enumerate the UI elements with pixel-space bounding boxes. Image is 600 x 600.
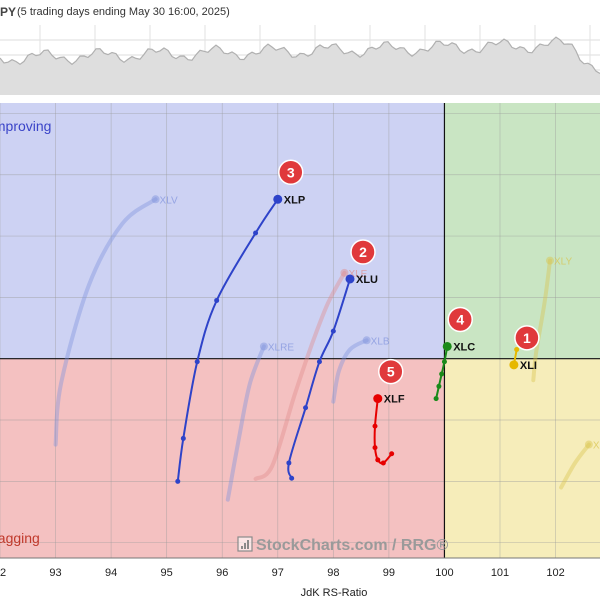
watermark-logo-bar [247,540,249,549]
point-xlu [330,328,336,334]
label-xlre: XLRE [268,342,294,353]
label-xly: XLY [554,257,572,268]
point-xlp [194,359,200,365]
tail-xle [253,270,347,481]
benchmark-line [0,36,600,75]
label-xlv: XLV [160,195,178,206]
x-tick-label: 97 [272,567,284,579]
x-axis-title: JdK RS-Ratio [301,587,368,599]
point-xlu [316,359,322,365]
point-xlf [372,423,378,429]
tail-xlb [331,338,369,404]
head-xle [340,268,349,277]
head-xlu [345,274,355,284]
point-xlc [433,396,439,402]
x-tick-label: 96 [216,567,228,579]
x-tick-label: 95 [161,567,173,579]
label-xlc: XLC [453,341,475,353]
head-xlc [442,341,452,351]
chart-header: PY (5 trading days ending May 30 16:00, … [0,0,600,24]
label-xlb: XLB [371,336,390,347]
head-xly [546,256,554,265]
head-xlv [151,195,160,204]
point-xlc [436,383,442,389]
label-xlf: XLF [384,394,405,406]
watermark-text: StockCharts.com / RRG® [256,537,448,554]
head-xlk [584,440,593,449]
point-xlu [286,460,292,466]
badge-xlf [378,358,404,385]
benchmark-area [0,37,600,95]
head-xlp [273,194,283,204]
chart-subtitle: (5 trading days ending May 30 16:00, 202… [17,6,230,18]
label-xlu: XLU [356,274,378,286]
point-xlf [372,445,378,451]
tail-xlk [559,442,591,490]
tail-xlv [53,197,158,447]
point-xlp [214,297,220,303]
point-xlu [303,405,309,411]
x-tick-label: 100 [435,567,453,579]
point-xlc [439,371,445,377]
badge-xlp [278,159,304,186]
badge-number-xlp: 3 [287,164,295,180]
x-tick-label: 92 [0,567,6,579]
point-xli [514,347,520,353]
tail-xlu [287,278,351,480]
badge-number-xlu: 2 [359,244,367,260]
quadrant-label-improving: Improving [0,118,51,134]
point-xlc [441,359,447,365]
point-xlp [253,230,259,236]
highlighted-tails: XLP 3 XLU 2 XLF 5 XLC 4 XLI 1 [175,159,540,484]
badge-number-xlc: 4 [456,311,464,327]
head-xlre [259,342,268,351]
benchmark-panel [0,25,600,95]
watermark: StockCharts.com / RRG® [237,536,448,554]
x-tick-label: 102 [546,567,564,579]
axis-layer: 92 93 94 95 96 97 98 99 100 101 102 JdK RS-Ratio Imp… [0,118,600,599]
x-tick-label: 99 [383,567,395,579]
point-xlp [175,478,181,484]
quadrant-label-lagging: Lagging [0,530,40,546]
badge-xlc [447,306,473,333]
point-xlf [380,460,386,466]
point-xlp [180,435,186,441]
watermark-logo-bar [244,543,246,549]
chart-grid [0,103,600,558]
benchmark-symbol: PY [0,5,17,19]
label-xli: XLI [520,360,537,372]
watermark-logo-bar [241,546,243,549]
label-xlp: XLP [284,194,305,206]
faded-tails: XLV XLRE XLB XLE XLY XLK [53,195,600,502]
head-xlb [362,336,371,345]
tail-xly [531,258,552,383]
point-xlf [375,457,381,463]
badge-number-xli: 1 [523,330,531,346]
label-xle: XLE [348,269,367,280]
head-xli [509,360,519,370]
quadrant-weakening [444,358,600,558]
x-tick-label: 93 [49,567,61,579]
x-tick-label: 98 [327,567,339,579]
x-tick-label: 101 [491,567,509,579]
head-xlf [373,394,383,404]
x-tick-label: 94 [105,567,117,579]
badge-xlu [350,239,376,265]
badge-xli [514,325,540,351]
label-xlk: XLK [593,441,600,452]
point-xlf [389,451,395,457]
badge-number-xlf: 5 [387,364,395,380]
point-xlu [289,475,295,481]
tail-xlre [225,344,266,502]
